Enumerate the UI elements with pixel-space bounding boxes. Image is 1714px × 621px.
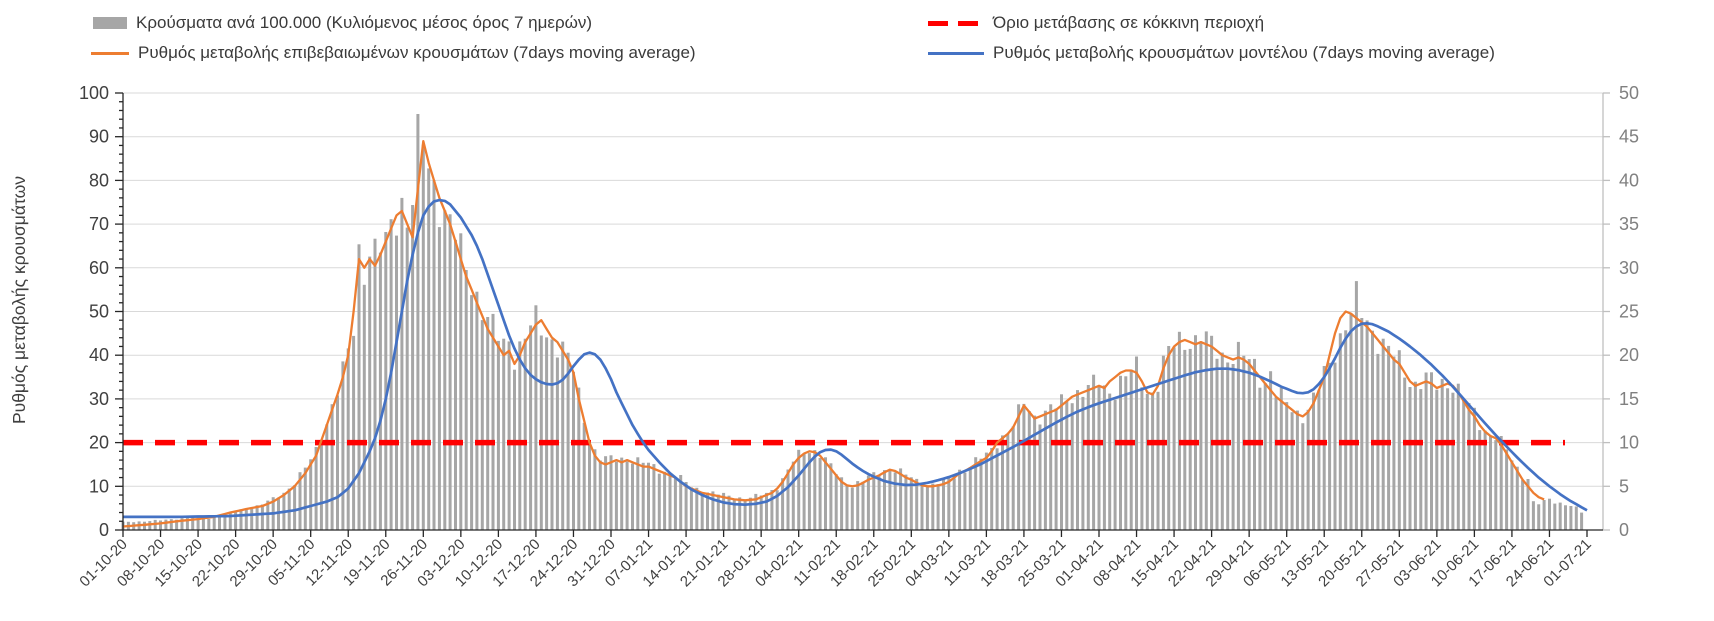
model-rate-line bbox=[123, 198, 1588, 519]
svg-text:30: 30 bbox=[89, 389, 109, 409]
svg-text:80: 80 bbox=[89, 170, 109, 190]
x-axis-labels: 01-10-2008-10-2015-10-2022-10-2029-10-20… bbox=[76, 536, 1594, 590]
svg-text:60: 60 bbox=[89, 258, 109, 278]
legend-label: Κρούσματα ανά 100.000 (Κυλιόμενος μέσος … bbox=[136, 13, 593, 32]
legend-item-confirmed-rate: Ρυθμός μεταβολής επιβεβαιωμένων κρουσμάτ… bbox=[91, 42, 696, 64]
right-y-axis bbox=[1602, 92, 1610, 531]
orange-line-icon bbox=[91, 51, 129, 55]
svg-text:30: 30 bbox=[1619, 258, 1639, 278]
bar-swatch-icon bbox=[93, 17, 127, 29]
x-axis bbox=[122, 529, 1603, 537]
svg-text:20: 20 bbox=[1619, 345, 1639, 365]
svg-text:0: 0 bbox=[99, 520, 109, 540]
left-y-axis bbox=[115, 92, 124, 531]
svg-text:5: 5 bbox=[1619, 476, 1629, 496]
right-y-axis-labels: 0 5 10 15 20 25 30 35 40 45 50 bbox=[1619, 83, 1639, 540]
legend-label: Όριο μετάβασης σε κόκκινη περιοχή bbox=[993, 13, 1265, 32]
svg-text:100: 100 bbox=[79, 83, 109, 103]
svg-text:90: 90 bbox=[89, 127, 109, 147]
legend-item-cases-bars: Κρούσματα ανά 100.000 (Κυλιόμενος μέσος … bbox=[93, 12, 592, 34]
svg-text:50: 50 bbox=[89, 302, 109, 322]
svg-text:10: 10 bbox=[1619, 433, 1639, 453]
left-y-axis-labels: 0 10 20 30 40 50 60 70 80 90 100 bbox=[79, 83, 109, 540]
svg-text:15: 15 bbox=[1619, 389, 1639, 409]
legend-label: Ρυθμός μεταβολής κρουσμάτων μοντέλου (7d… bbox=[993, 43, 1495, 62]
legend-item-red-threshold: Όριο μετάβασης σε κόκκινη περιοχή bbox=[928, 12, 1264, 34]
svg-text:20: 20 bbox=[89, 433, 109, 453]
svg-text:35: 35 bbox=[1619, 214, 1639, 234]
svg-text:0: 0 bbox=[1619, 520, 1629, 540]
svg-text:10: 10 bbox=[89, 476, 109, 496]
svg-text:50: 50 bbox=[1619, 83, 1639, 103]
bars-series bbox=[121, 114, 1584, 531]
svg-text:40: 40 bbox=[1619, 170, 1639, 190]
svg-text:45: 45 bbox=[1619, 127, 1639, 147]
svg-text:40: 40 bbox=[89, 345, 109, 365]
red-dashed-line-icon bbox=[928, 20, 984, 26]
svg-text:70: 70 bbox=[89, 214, 109, 234]
y-axis-title: Ρυθμός μεταβολής κρουσμάτων bbox=[9, 176, 29, 424]
blue-line-icon bbox=[928, 51, 984, 55]
gridlines bbox=[123, 92, 1603, 487]
legend-label: Ρυθμός μεταβολής επιβεβαιωμένων κρουσμάτ… bbox=[138, 43, 696, 62]
svg-text:25: 25 bbox=[1619, 302, 1639, 322]
legend-item-model-rate: Ρυθμός μεταβολής κρουσμάτων μοντέλου (7d… bbox=[928, 42, 1495, 64]
confirmed-rate-line bbox=[122, 139, 1545, 528]
